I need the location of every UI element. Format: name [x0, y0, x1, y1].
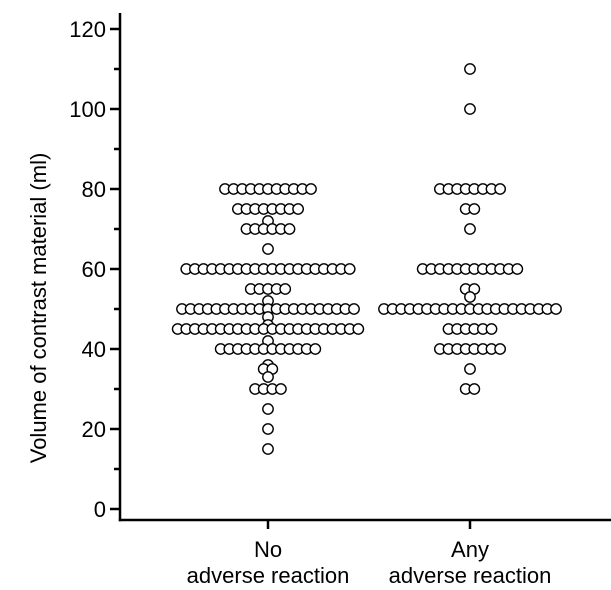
data-point: [262, 403, 274, 415]
data-point: [468, 203, 481, 215]
data-point: [485, 323, 498, 335]
x-category-label-line1: Any: [451, 537, 489, 562]
data-point: [305, 183, 317, 195]
y-axis: 0 20 40 60 80 100 120: [69, 13, 122, 522]
data-point: [494, 343, 506, 355]
y-tick-label: 120: [69, 17, 106, 42]
data-point: [262, 443, 274, 455]
data-point: [550, 303, 562, 315]
data-point: [468, 383, 481, 395]
data-points: [171, 63, 562, 455]
y-tick-label: 40: [82, 337, 106, 362]
data-point: [309, 343, 322, 355]
data-point: [464, 291, 476, 303]
y-tick-label: 20: [82, 417, 106, 442]
data-point: [262, 243, 274, 255]
data-point: [348, 303, 360, 315]
data-point: [494, 183, 506, 195]
y-tick-label: 100: [69, 97, 106, 122]
x-category-label-line2: adverse reaction: [389, 563, 552, 588]
data-point: [352, 323, 365, 335]
x-category-label-line1: No: [254, 537, 282, 562]
y-tick-label: 60: [82, 257, 106, 282]
data-point: [274, 383, 287, 395]
data-point: [464, 103, 476, 115]
data-point: [292, 203, 304, 215]
data-point: [262, 423, 274, 435]
data-point: [464, 63, 476, 75]
y-tick-label: 0: [94, 497, 106, 522]
data-point: [511, 263, 524, 275]
x-axis: [118, 518, 611, 529]
data-point: [283, 223, 296, 235]
x-category-label-line2: adverse reaction: [187, 563, 350, 588]
data-point: [279, 283, 292, 295]
data-point: [464, 363, 476, 375]
y-tick-label: 80: [82, 177, 106, 202]
data-point: [343, 263, 356, 275]
y-axis-title: Volume of contrast material (ml): [26, 153, 51, 464]
data-point: [464, 223, 476, 235]
data-point: [262, 371, 274, 383]
